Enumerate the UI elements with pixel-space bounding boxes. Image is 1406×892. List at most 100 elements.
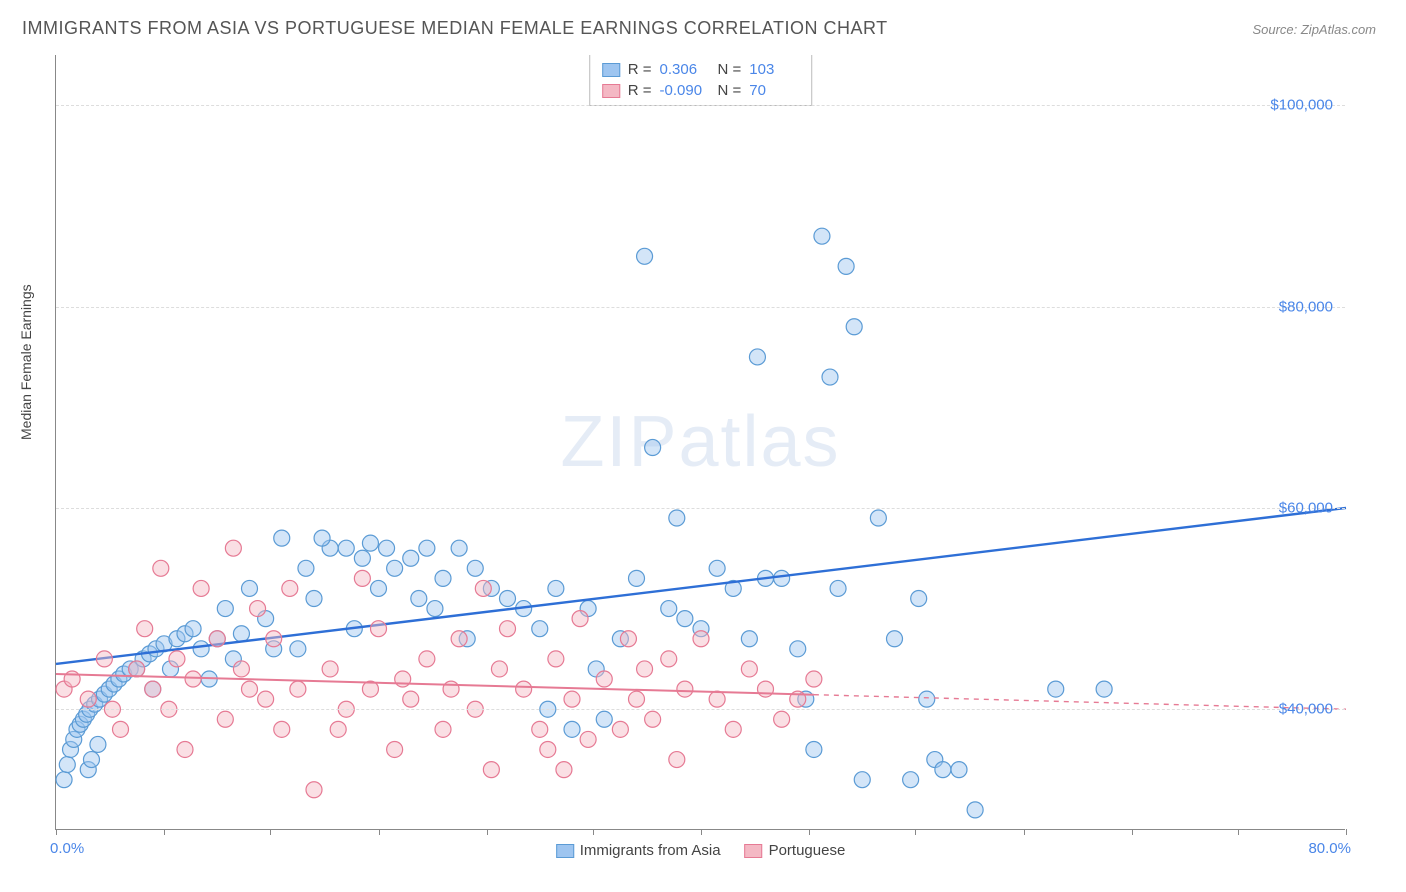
scatter-point [90,736,106,752]
scatter-point [338,540,354,556]
y-tick-label: $40,000 [1279,701,1333,718]
gridline [56,508,1345,509]
scatter-point [572,611,588,627]
scatter-point [354,570,370,586]
trend-line [56,674,814,695]
scatter-point [806,741,822,757]
scatter-point [806,671,822,687]
scatter-point [419,540,435,556]
scatter-point [80,691,96,707]
x-tick-mark [1132,829,1133,835]
scatter-point [790,641,806,657]
scatter-point [491,661,507,677]
scatter-point [145,681,161,697]
scatter-point [177,741,193,757]
legend-item-portuguese: Portuguese [745,842,846,859]
x-tick-mark [487,829,488,835]
scatter-point [951,762,967,778]
x-tick-mark [809,829,810,835]
scatter-point [371,621,387,637]
legend-series: Immigrants from Asia Portuguese [556,842,846,859]
gridline [56,307,1345,308]
scatter-point [282,580,298,596]
swatch-asia [602,63,620,77]
scatter-point [185,671,201,687]
x-tick-mark [56,829,57,835]
scatter-point [113,721,129,737]
scatter-point [532,721,548,737]
source-attribution: Source: ZipAtlas.com [1252,22,1376,37]
trend-line-extrapolated [814,695,1346,710]
scatter-point [758,681,774,697]
scatter-point [330,721,346,737]
x-tick-mark [379,829,380,835]
n-label: N = [718,82,742,99]
n-value-portuguese: 70 [749,82,799,99]
x-tick-mark [270,829,271,835]
scatter-point [967,802,983,818]
scatter-point [193,580,209,596]
scatter-point [467,560,483,576]
scatter-point [709,691,725,707]
scatter-point [661,651,677,667]
scatter-point [669,510,685,526]
scatter-point [451,631,467,647]
scatter-point [169,651,185,667]
scatter-point [903,772,919,788]
scatter-point [669,752,685,768]
scatter-point [580,731,596,747]
scatter-point [435,570,451,586]
x-tick-mark [915,829,916,835]
chart-svg [56,55,1345,829]
scatter-point [774,570,790,586]
scatter-point [854,772,870,788]
scatter-point [185,621,201,637]
scatter-point [258,691,274,707]
scatter-point [419,651,435,667]
plot-area: ZIPatlas R = 0.306 N = 103 R = -0.090 N … [55,55,1345,830]
scatter-point [500,591,516,607]
scatter-point [838,258,854,274]
scatter-point [306,782,322,798]
scatter-point [193,641,209,657]
scatter-point [596,711,612,727]
scatter-point [749,349,765,365]
scatter-point [887,631,903,647]
r-label: R = [628,82,652,99]
scatter-point [403,691,419,707]
scatter-point [870,510,886,526]
n-value-asia: 103 [749,61,799,78]
swatch-asia [556,844,574,858]
scatter-point [233,661,249,677]
scatter-point [548,651,564,667]
scatter-point [242,681,258,697]
scatter-point [564,721,580,737]
legend-correlation-box: R = 0.306 N = 103 R = -0.090 N = 70 [589,55,813,106]
x-tick-mark [1024,829,1025,835]
scatter-point [242,580,258,596]
scatter-point [451,540,467,556]
scatter-point [290,681,306,697]
scatter-point [516,681,532,697]
scatter-point [556,762,572,778]
scatter-point [371,580,387,596]
n-label: N = [718,61,742,78]
legend-row-portuguese: R = -0.090 N = 70 [602,80,800,101]
scatter-point [362,535,378,551]
scatter-point [1048,681,1064,697]
y-axis-label: Median Female Earnings [18,284,34,440]
r-label: R = [628,61,652,78]
scatter-point [306,591,322,607]
scatter-point [629,691,645,707]
scatter-point [500,621,516,637]
gridline [56,709,1345,710]
scatter-point [677,681,693,697]
scatter-point [540,741,556,757]
x-tick-mark [164,829,165,835]
r-value-asia: 0.306 [660,61,710,78]
scatter-point [645,711,661,727]
scatter-point [322,661,338,677]
legend-label-portuguese: Portuguese [769,842,846,859]
scatter-point [693,631,709,647]
scatter-point [56,772,72,788]
